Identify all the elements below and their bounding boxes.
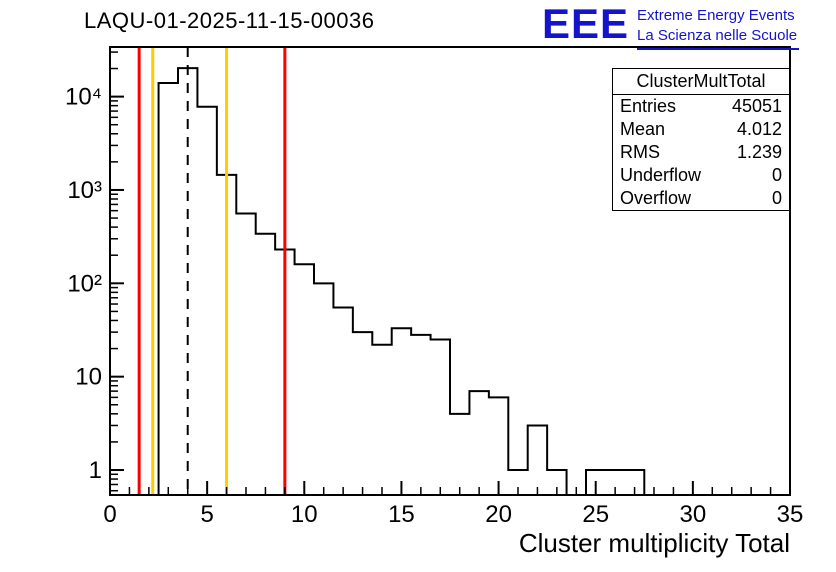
run-title: LAQU-01-2025-11-15-00036: [84, 8, 375, 33]
x-axis-title: Cluster multiplicity Total: [519, 528, 790, 558]
eee-logo: EEE Extreme Energy Events La Scienza nel…: [542, 0, 800, 50]
stat-label: Underflow: [620, 165, 702, 185]
histogram-line: [110, 67, 790, 496]
x-tick-label: 0: [103, 501, 116, 528]
stat-label: RMS: [620, 142, 660, 162]
plot-frame: [109, 46, 791, 496]
stats-row-underflow: Underflow 0: [613, 164, 789, 187]
x-tick-label: 20: [485, 501, 512, 528]
stat-value: 0: [771, 188, 782, 208]
stats-row-overflow: Overflow 0: [613, 187, 789, 210]
stat-label: Entries: [620, 96, 677, 116]
eee-logo-subtitle: Extreme Energy Events La Scienza nelle S…: [637, 4, 800, 50]
stats-box: ClusterMultTotal Entries 45051 Mean 4.01…: [612, 68, 790, 211]
stats-row-mean: Mean 4.012: [613, 118, 789, 141]
stats-row-entries: Entries 45051: [613, 95, 789, 118]
x-tick-label: 5: [200, 501, 213, 528]
x-tick-label: 30: [680, 501, 707, 528]
stat-label: Overflow: [620, 188, 692, 208]
y-tick-label: 10³: [67, 177, 102, 204]
y-tick-label: 10²: [67, 270, 102, 297]
eee-logo-letters: EEE: [542, 0, 630, 47]
stat-value: 4.012: [736, 119, 782, 139]
stat-value: 0: [771, 165, 782, 185]
eee-logo-line1: Extreme Energy Events: [637, 7, 795, 24]
stat-label: Mean: [620, 119, 666, 139]
eee-logo-line2: La Scienza nelle Scuole: [637, 26, 798, 44]
x-tick-label: 35: [777, 501, 804, 528]
stats-box-title: ClusterMultTotal: [613, 69, 789, 95]
x-tick-label: 15: [388, 501, 415, 528]
y-tick-label: 10: [75, 364, 102, 391]
stat-value: 45051: [731, 96, 782, 116]
y-tick-label: 10⁴: [65, 84, 102, 111]
stat-value: 1.239: [736, 142, 782, 162]
x-tick-label: 25: [582, 501, 609, 528]
stats-row-rms: RMS 1.239: [613, 141, 789, 164]
x-tick-label: 10: [291, 501, 318, 528]
y-tick-label: 1: [89, 457, 102, 484]
